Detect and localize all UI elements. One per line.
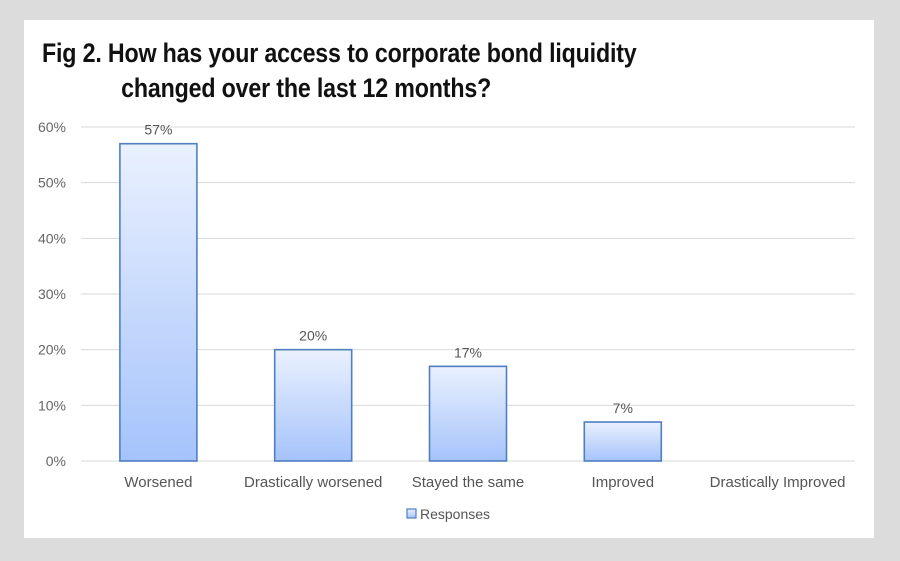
x-tick-label: Drastically Improved xyxy=(710,474,846,491)
legend-swatch xyxy=(406,508,417,519)
bars: 57% 20% 17% 7% xyxy=(119,122,663,462)
chart-title-line-1: Fig 2. How has your access to corporate … xyxy=(42,38,637,68)
bar xyxy=(119,142,198,462)
y-tick-label: 20% xyxy=(38,342,66,358)
x-axis-ticks: Worsened Drastically worsened Stayed the s… xyxy=(124,474,845,491)
bar-chart: 0% 10% 20% 30% 40% 50% 60% 57% 20% 17% 7% Worsene… xyxy=(38,119,855,522)
data-label: 7% xyxy=(613,400,633,416)
bar xyxy=(273,348,353,462)
y-tick-label: 60% xyxy=(38,119,66,135)
legend: Responses xyxy=(406,506,490,522)
x-tick-label: Worsened xyxy=(124,474,192,491)
data-label: 17% xyxy=(454,344,482,360)
bar xyxy=(428,365,508,462)
legend-label: Responses xyxy=(420,506,490,522)
y-tick-label: 0% xyxy=(46,453,66,469)
data-label: 57% xyxy=(144,122,172,138)
chart-title-line-2: changed over the last 12 months? xyxy=(121,73,492,103)
y-axis-ticks: 0% 10% 20% 30% 40% 50% 60% xyxy=(38,119,66,469)
data-label: 20% xyxy=(299,328,327,344)
y-tick-label: 30% xyxy=(38,286,66,302)
x-tick-label: Drastically worsened xyxy=(244,474,382,491)
gridlines xyxy=(81,126,855,462)
y-tick-label: 10% xyxy=(38,397,66,413)
x-tick-label: Stayed the same xyxy=(412,474,525,491)
y-tick-label: 50% xyxy=(38,175,66,191)
bar xyxy=(583,421,663,462)
x-tick-label: Improved xyxy=(592,474,655,491)
chart-card: Fig 2. How has your access to corporate … xyxy=(24,20,874,538)
y-tick-label: 40% xyxy=(38,230,66,246)
chart-title: Fig 2. How has your access to corporate … xyxy=(42,36,637,106)
